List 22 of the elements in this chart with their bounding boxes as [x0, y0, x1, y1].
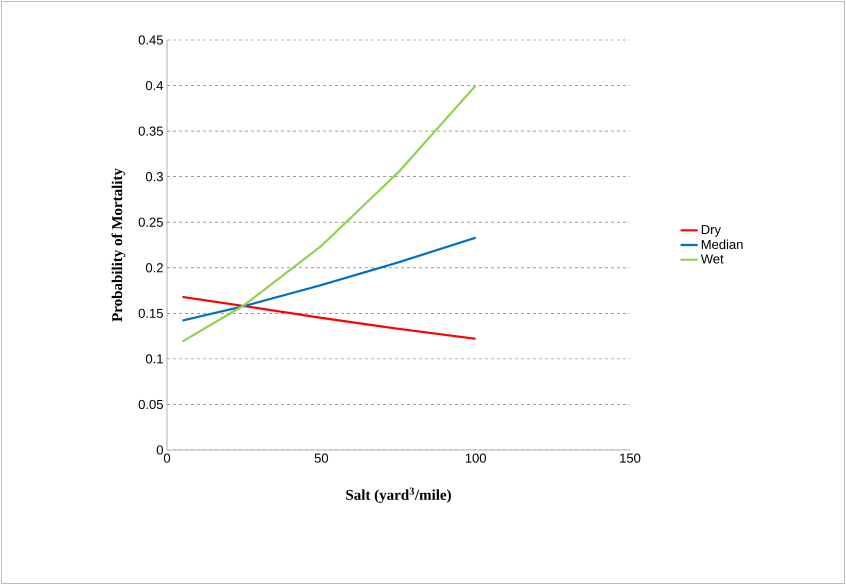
- legend-label: Wet: [700, 254, 724, 264]
- x-tick-label: 0: [164, 454, 170, 463]
- x-tick-label: 50: [314, 454, 328, 463]
- x-tick-label: 150: [620, 454, 640, 463]
- y-axis-title: Probability of Mortality: [112, 168, 126, 322]
- y-tick-label: 0.45: [138, 35, 163, 45]
- line-series: [181, 236, 477, 322]
- y-tick-label: 0.05: [138, 400, 163, 410]
- y-tick-label: 0.4: [146, 80, 164, 90]
- y-tick-label: 0.1: [146, 354, 163, 364]
- x-axis-title: Salt (yard$^{3}$/mile): [346, 488, 451, 503]
- y-tick-label: 0.25: [138, 218, 163, 227]
- line-series: [181, 84, 477, 343]
- y-tick-label: 0.15: [138, 308, 163, 318]
- y-tick-label: 0.2: [146, 263, 163, 272]
- y-tick-label: 0.3: [146, 172, 163, 182]
- legend-label: Dry: [702, 225, 721, 237]
- y-tick-label: 0: [156, 445, 163, 455]
- y-tick-label: 0.35: [138, 126, 163, 136]
- x-tick-label: 100: [466, 454, 486, 463]
- line-series: [181, 296, 477, 340]
- legend-label: Median: [702, 240, 743, 250]
